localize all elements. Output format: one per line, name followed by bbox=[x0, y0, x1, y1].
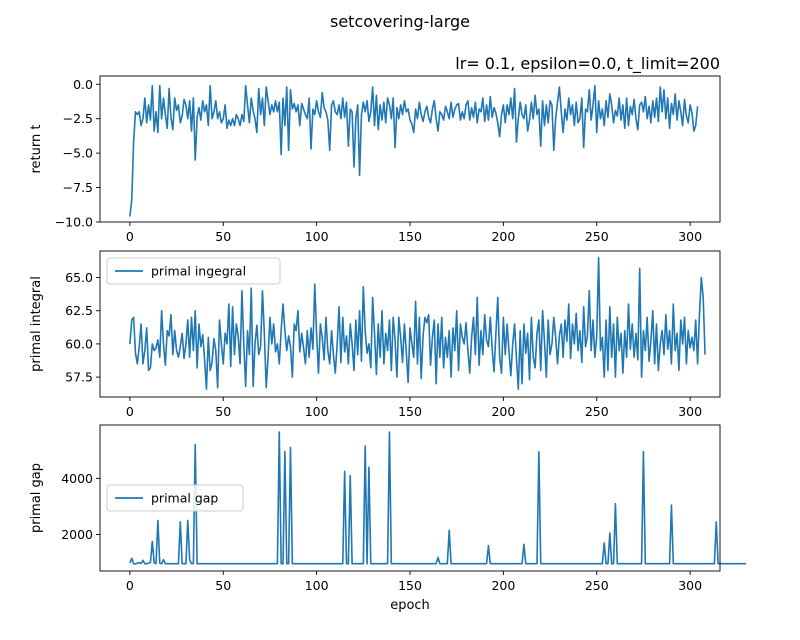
x-tick-label: 150 bbox=[398, 229, 422, 244]
legend-label: primal ingegral bbox=[151, 264, 246, 279]
x-axis-label: epoch bbox=[390, 598, 430, 613]
legend-box bbox=[106, 484, 244, 512]
x-tick-label: 100 bbox=[305, 578, 329, 593]
y-tick-label: −5.0 bbox=[63, 146, 93, 161]
series-line bbox=[129, 84, 699, 217]
x-tick-label: 50 bbox=[215, 578, 231, 593]
y-tick-label: −10.0 bbox=[55, 215, 93, 230]
x-tick-label: 300 bbox=[678, 229, 702, 244]
y-tick-label: 65.0 bbox=[65, 270, 93, 285]
legend: primal gap bbox=[106, 484, 244, 512]
x-tick-label: 50 bbox=[215, 404, 231, 419]
x-tick-label: 100 bbox=[305, 229, 329, 244]
x-tick-label: 50 bbox=[215, 229, 231, 244]
chart-panel-2: 0 50 100 150 200 250 300 57.5 60.0 62.5 65.0 primal… bbox=[29, 250, 721, 419]
y-tick-label: −7.5 bbox=[63, 180, 93, 195]
y-tick-label: −2.5 bbox=[63, 111, 93, 126]
x-tick-label: 0 bbox=[126, 229, 134, 244]
x-tick-label: 250 bbox=[585, 229, 609, 244]
x-tick-label: 300 bbox=[678, 404, 702, 419]
figure-suptitle: setcovering-large bbox=[330, 12, 470, 31]
y-tick-label: 2000 bbox=[61, 527, 93, 542]
x-tick-label: 300 bbox=[678, 578, 702, 593]
series-line bbox=[129, 256, 706, 390]
x-tick-label: 250 bbox=[585, 404, 609, 419]
chart-title: lr= 0.1, epsilon=0.0, t_limit=200 bbox=[455, 54, 720, 74]
x-tick-label: 200 bbox=[491, 578, 515, 593]
x-tick-label: 100 bbox=[305, 404, 329, 419]
x-tick-label: 0 bbox=[126, 404, 134, 419]
x-tick-label: 250 bbox=[585, 578, 609, 593]
y-tick-label: 60.0 bbox=[65, 336, 93, 351]
x-tick-label: 150 bbox=[398, 404, 422, 419]
series-line bbox=[129, 431, 747, 565]
x-tick-label: 200 bbox=[491, 404, 515, 419]
x-tick-label: 0 bbox=[126, 578, 134, 593]
x-tick-label: 200 bbox=[491, 229, 515, 244]
y-tick-label: 62.5 bbox=[65, 303, 93, 318]
y-axis-label: primal gap bbox=[29, 463, 44, 533]
y-tick-label: 57.5 bbox=[65, 370, 93, 385]
legend-box bbox=[106, 257, 281, 285]
x-tick-label: 150 bbox=[398, 578, 422, 593]
y-axis-label: return t bbox=[29, 125, 44, 174]
chart-panel-1: 0 50 100 150 200 250 300 −10.0 −7.5 −5.0 −2.5 0.0 re… bbox=[29, 75, 721, 244]
y-tick-label: 0.0 bbox=[73, 77, 93, 92]
y-tick-label: 4000 bbox=[61, 471, 93, 486]
chart-panel-3: 0 50 100 150 200 250 300 2000 4000 primal gap epoc… bbox=[29, 424, 747, 613]
y-axis-label: primal integral bbox=[29, 276, 44, 372]
legend-label: primal gap bbox=[151, 491, 218, 506]
legend: primal ingegral bbox=[106, 257, 281, 285]
